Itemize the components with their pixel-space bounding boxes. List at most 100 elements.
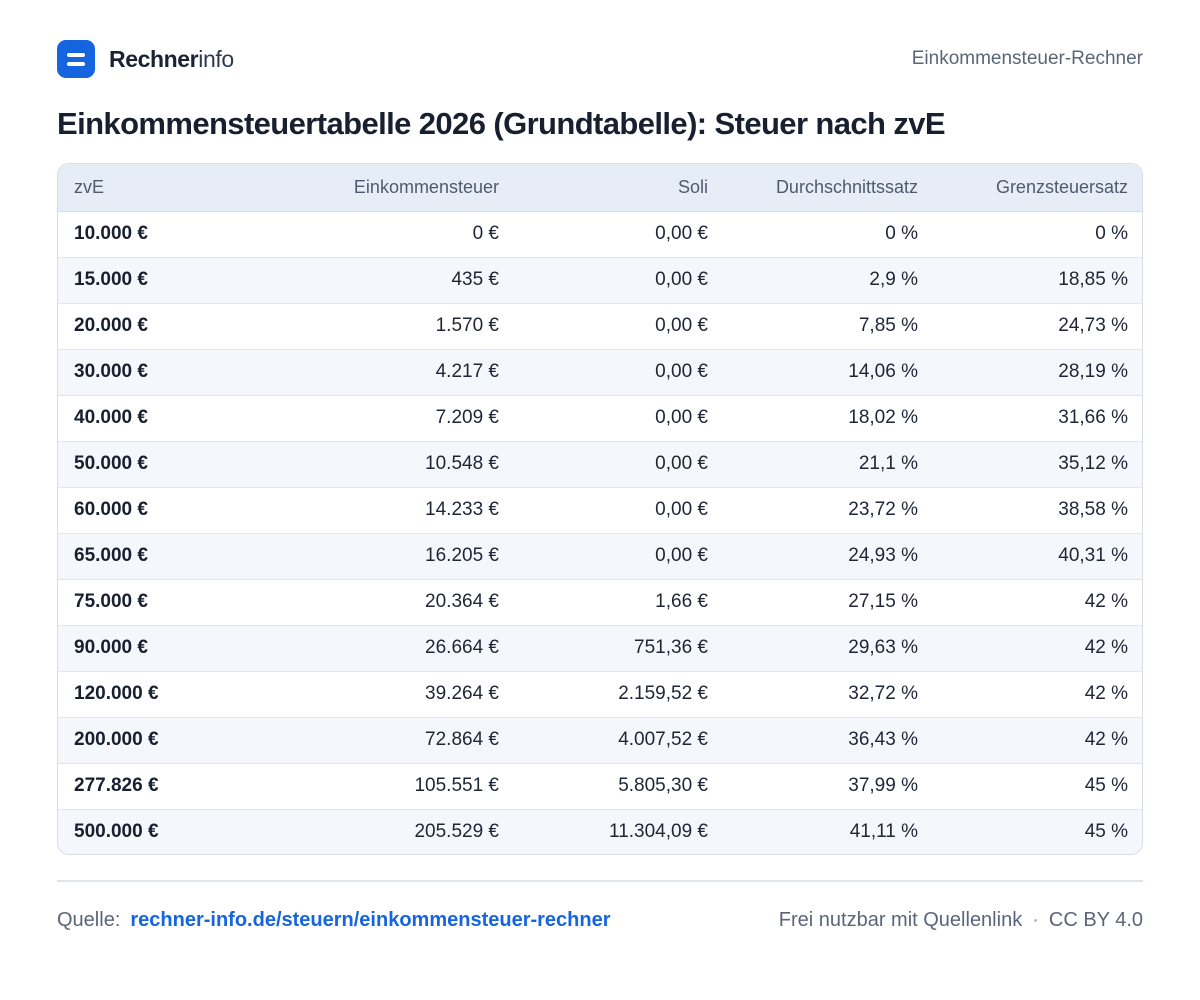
- cell-grenzsteuersatz: 45 %: [934, 762, 1142, 809]
- cell-soli: 0,00 €: [515, 348, 724, 395]
- table-row: 277.826 €105.551 €5.805,30 €37,99 % 45 %: [58, 762, 1142, 809]
- page-title: Einkommensteuertabelle 2026 (Grundtabell…: [57, 106, 946, 141]
- column-header-zve: zvE: [58, 164, 258, 212]
- cell-zve: 50.000 €: [58, 440, 258, 487]
- cell-grenzsteuersatz: 42 %: [934, 670, 1142, 717]
- table-row: 15.000 €435 €0,00 €2,9 % 18,85 %: [58, 256, 1142, 303]
- cell-grenzsteuersatz: 24,73 %: [934, 302, 1142, 349]
- cell-durchschnittssatz: 32,72 %: [724, 670, 934, 717]
- table-row: 90.000 €26.664 €751,36 €29,63 % 42 %: [58, 624, 1142, 671]
- cell-durchschnittssatz: 27,15 %: [724, 578, 934, 625]
- cell-zve: 10.000 €: [74, 223, 148, 244]
- cell-zve: 90.000 €: [58, 624, 258, 671]
- cell-grenzsteuersatz: 31,66 %: [934, 394, 1142, 441]
- cell-durchschnittssatz: 37,99 %: [724, 762, 934, 809]
- table-row: 30.000 €4.217 €0,00 €14,06 % 28,19 %: [58, 348, 1142, 395]
- cell-einkommensteuer: 20.364 €: [258, 578, 515, 625]
- brand-name-bold: Rechner: [109, 45, 199, 72]
- cell-soli: 0,00 €: [655, 223, 708, 244]
- cell-durchschnittssatz: 21,1 %: [724, 440, 934, 487]
- column-header-grenzsteuersatz: Grenzsteuersatz: [934, 164, 1142, 212]
- cell-soli: 0,00 €: [515, 302, 724, 349]
- column-header-durchschnittssatz: Durchschnittssatz: [724, 164, 934, 212]
- cell-einkommensteuer: 39.264 €: [258, 670, 515, 717]
- cell-grenzsteuersatz: 0 %: [1095, 223, 1128, 244]
- column-header-soli: Soli: [515, 164, 724, 212]
- table-row: 75.000 €20.364 €1,66 €27,15 % 42 %: [58, 578, 1142, 625]
- cell-einkommensteuer: 7.209 €: [258, 394, 515, 441]
- page-label: Einkommensteuer-Rechner: [911, 48, 1143, 69]
- cell-einkommensteuer: 72.864 €: [258, 716, 515, 763]
- cell-soli: 11.304,09 €: [515, 808, 724, 854]
- cell-soli: 4.007,52 €: [515, 716, 724, 763]
- table-row: 200.000 €72.864 €4.007,52 €36,43 % 42 %: [58, 716, 1142, 763]
- table-row: 60.000 €14.233 €0,00 €23,72 % 38,58 %: [58, 486, 1142, 533]
- cell-einkommensteuer: 14.233 €: [258, 486, 515, 533]
- cell-soli: 0,00 €: [515, 394, 724, 441]
- logo-icon: [57, 40, 95, 78]
- table-row: 40.000 €7.209 €0,00 €18,02 % 31,66 %: [58, 394, 1142, 441]
- cell-einkommensteuer: 10.548 €: [258, 440, 515, 487]
- license-separator: ·: [1032, 908, 1039, 931]
- cell-durchschnittssatz: 18,02 %: [724, 394, 934, 441]
- cell-durchschnittssatz: 0 %: [885, 223, 918, 244]
- footer: Quelle: rechner-info.de/steuern/einkomme…: [57, 905, 1143, 935]
- cell-grenzsteuersatz: 42 %: [934, 716, 1142, 763]
- cell-grenzsteuersatz: 45 %: [934, 808, 1142, 854]
- cell-zve: 500.000 €: [58, 808, 258, 854]
- cell-zve: 30.000 €: [58, 348, 258, 395]
- table-header-row: zvE Einkommensteuer Soli Durchschnittssa…: [58, 164, 1142, 212]
- cell-soli: 5.805,30 €: [515, 762, 724, 809]
- table-row: 20.000 €1.570 €0,00 €7,85 % 24,73 %: [58, 302, 1142, 349]
- cell-zve: 277.826 €: [58, 762, 258, 809]
- cell-einkommensteuer: 435 €: [258, 256, 515, 303]
- license-name: CC BY 4.0: [1048, 908, 1143, 931]
- cell-zve: 15.000 €: [58, 256, 258, 303]
- cell-durchschnittssatz: 36,43 %: [724, 716, 934, 763]
- table-row: 500.000 €205.529 €11.304,09 €41,11 % 45 %: [58, 808, 1142, 854]
- cell-soli: 1,66 €: [515, 578, 724, 625]
- source-label: Quelle:: [57, 908, 121, 931]
- brand-name: Rechnerinfo: [109, 46, 234, 73]
- cell-einkommensteuer: 16.205 €: [258, 532, 515, 579]
- table-body: 10.000 €0 €0,00 €0 % 0 % 15.000 €435 €0,00…: [58, 211, 1142, 854]
- cell-soli: 0,00 €: [515, 532, 724, 579]
- cell-grenzsteuersatz: 42 %: [934, 624, 1142, 671]
- cell-grenzsteuersatz: 40,31 %: [934, 532, 1142, 579]
- cell-grenzsteuersatz: 35,12 %: [934, 440, 1142, 487]
- cell-einkommensteuer: 0 €: [472, 223, 499, 244]
- column-header-einkommensteuer: Einkommensteuer: [258, 164, 515, 212]
- cell-durchschnittssatz: 23,72 %: [724, 486, 934, 533]
- cell-einkommensteuer: 26.664 €: [258, 624, 515, 671]
- cell-zve: 200.000 €: [58, 716, 258, 763]
- table-row: 50.000 €10.548 €0,00 €21,1 % 35,12 %: [58, 440, 1142, 487]
- table-row: 10.000 € 0 € 0,00 € 0 % 0 %: [58, 211, 1142, 257]
- table-row: 120.000 €39.264 €2.159,52 €32,72 % 42 %: [58, 670, 1142, 717]
- license-text: Frei nutzbar mit Quellenlink: [778, 908, 1023, 931]
- cell-zve: 20.000 €: [58, 302, 258, 349]
- footer-divider: [57, 880, 1143, 882]
- cell-soli: 0,00 €: [515, 256, 724, 303]
- cell-grenzsteuersatz: 18,85 %: [934, 256, 1142, 303]
- cell-durchschnittssatz: 29,63 %: [724, 624, 934, 671]
- cell-soli: 751,36 €: [515, 624, 724, 671]
- cell-durchschnittssatz: 41,11 %: [724, 808, 934, 854]
- cell-soli: 0,00 €: [515, 486, 724, 533]
- cell-einkommensteuer: 1.570 €: [258, 302, 515, 349]
- source-link[interactable]: rechner-info.de/steuern/einkommensteuer-…: [130, 908, 611, 931]
- source: Quelle: rechner-info.de/steuern/einkomme…: [57, 909, 611, 932]
- table-row: 65.000 €16.205 €0,00 €24,93 % 40,31 %: [58, 532, 1142, 579]
- cell-durchschnittssatz: 24,93 %: [724, 532, 934, 579]
- cell-durchschnittssatz: 7,85 %: [724, 302, 934, 349]
- cell-soli: 0,00 €: [515, 440, 724, 487]
- cell-grenzsteuersatz: 38,58 %: [934, 486, 1142, 533]
- cell-durchschnittssatz: 2,9 %: [724, 256, 934, 303]
- cell-zve: 60.000 €: [58, 486, 258, 533]
- cell-zve: 65.000 €: [58, 532, 258, 579]
- cell-zve: 40.000 €: [58, 394, 258, 441]
- tax-table: zvE Einkommensteuer Soli Durchschnittssa…: [58, 164, 1142, 854]
- cell-grenzsteuersatz: 28,19 %: [934, 348, 1142, 395]
- top-bar: Rechnerinfo Einkommensteuer-Rechner: [57, 40, 1143, 78]
- brand-logo[interactable]: Rechnerinfo: [57, 40, 234, 78]
